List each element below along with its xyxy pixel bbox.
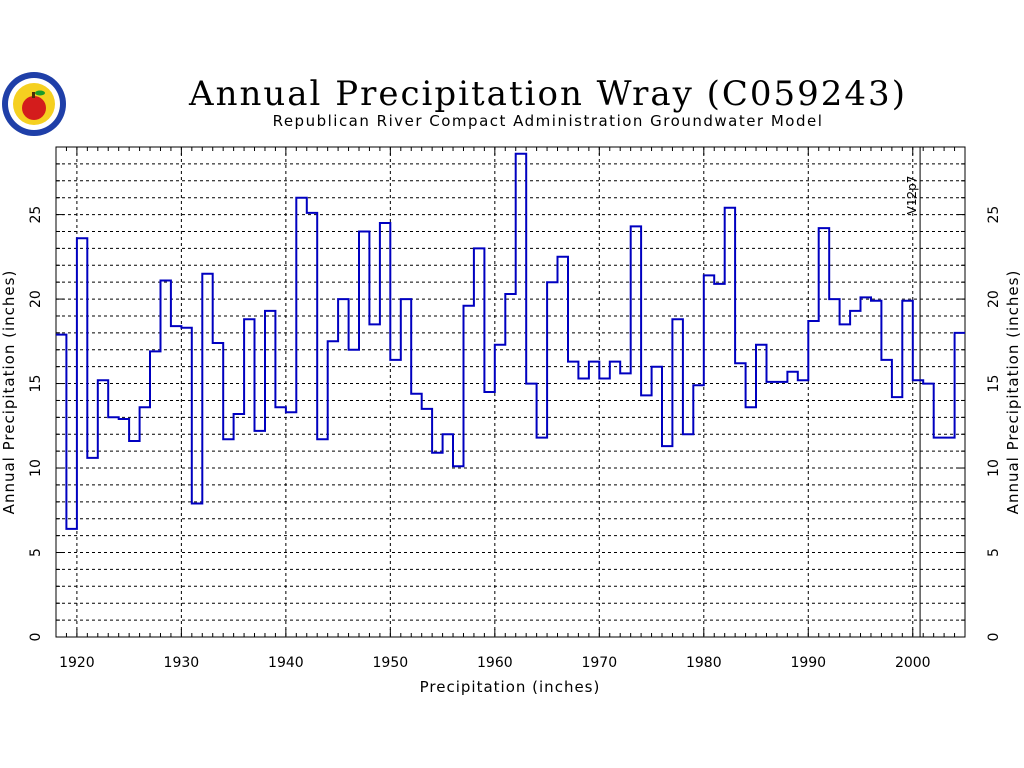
y-tick-label-left: 10	[28, 459, 44, 477]
x-tick-label: 1930	[164, 655, 200, 671]
y-tick-label-right: 20	[986, 290, 1002, 308]
y-tick-label-left: 5	[28, 548, 44, 557]
x-axis-label: Precipitation (inches)	[420, 678, 601, 696]
y-tick-label-right: 0	[986, 633, 1002, 642]
x-tick-label: 1950	[373, 655, 409, 671]
grid-lines	[56, 147, 965, 637]
y-tick-label-right: 5	[986, 548, 1002, 557]
marker-label: V12p7	[905, 176, 919, 215]
x-tick-label: 1920	[59, 655, 95, 671]
x-tick-label: 2000	[895, 655, 931, 671]
y-tick-label-right: 15	[986, 375, 1002, 393]
y-axis-label-right: Annual Precipitation (inches)	[1004, 270, 1022, 515]
chart-subtitle: Republican River Compact Administration …	[273, 112, 824, 130]
tick-labels: 1920 1930 1940 1950 1960 1970 1980 1990 2000 0 0 5 5…	[28, 206, 1002, 671]
series-line	[56, 152, 965, 530]
y-tick-label-left: 0	[28, 633, 44, 642]
y-tick-label-right: 25	[986, 206, 1002, 224]
y-tick-label-left: 15	[28, 375, 44, 393]
precipitation-series	[56, 152, 965, 530]
logo-seal	[2, 72, 66, 136]
axis-ticks	[55, 146, 966, 638]
x-tick-label: 1940	[268, 655, 304, 671]
x-tick-label: 1980	[686, 655, 722, 671]
version-marker: V12p7	[905, 147, 921, 637]
x-tick-label: 1960	[477, 655, 513, 671]
x-tick-label: 1990	[790, 655, 826, 671]
y-tick-label-left: 20	[28, 290, 44, 308]
y-tick-label-right: 10	[986, 459, 1002, 477]
x-tick-label: 1970	[581, 655, 617, 671]
y-axis-label-left: Annual Precipitation (inches)	[0, 270, 18, 515]
plot-frame	[55, 146, 966, 638]
y-tick-label-left: 25	[28, 206, 44, 224]
chart-title: Annual Precipitation Wray (C059243)	[188, 74, 907, 114]
